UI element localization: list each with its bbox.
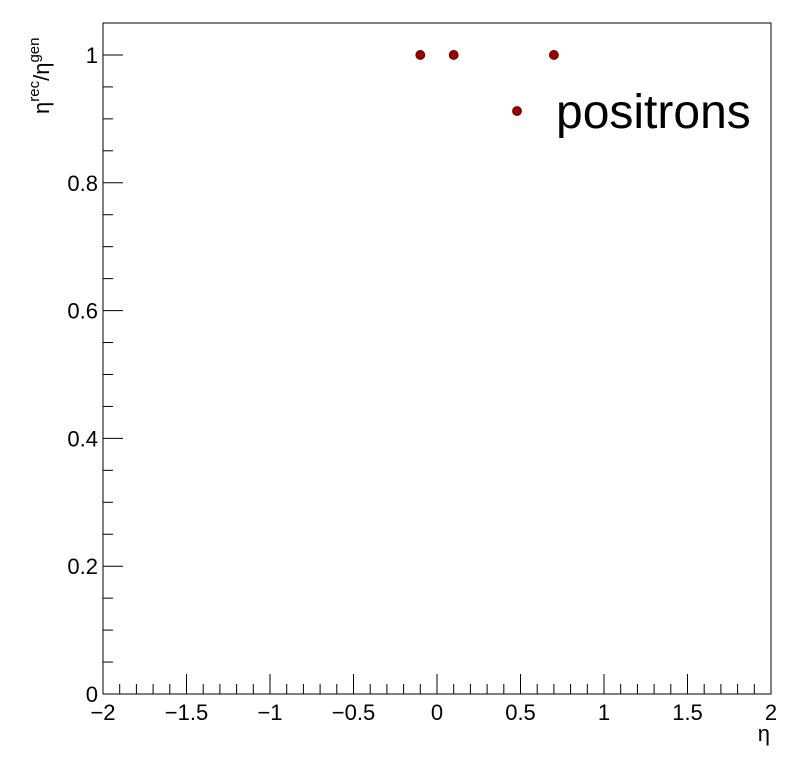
x-minor-ticks bbox=[119, 684, 755, 694]
x-tick-label: 0.5 bbox=[505, 700, 536, 725]
x-axis-title: η bbox=[758, 721, 770, 746]
x-tick-label: −0.5 bbox=[332, 700, 375, 725]
y-tick-label: 0.8 bbox=[67, 171, 98, 196]
legend: positrons bbox=[512, 86, 751, 139]
x-tick-labels: −2 −1.5 −1 −0.5 0 0.5 1 1.5 2 bbox=[90, 700, 777, 725]
legend-label: positrons bbox=[556, 86, 751, 139]
y-tick-label: 0.2 bbox=[67, 554, 98, 579]
y-tick-label: 0 bbox=[86, 682, 98, 707]
y-major-ticks bbox=[103, 54, 123, 695]
x-tick-label: −1 bbox=[257, 700, 282, 725]
data-point bbox=[415, 50, 426, 60]
x-tick-label: −1.5 bbox=[165, 700, 208, 725]
x-tick-label: 1.5 bbox=[672, 700, 703, 725]
y-tick-label: 0.6 bbox=[67, 299, 98, 324]
y-tick-label: 0.4 bbox=[67, 426, 98, 451]
data-points bbox=[415, 50, 559, 60]
x-major-ticks bbox=[102, 674, 772, 694]
data-point bbox=[549, 50, 559, 60]
legend-marker bbox=[512, 106, 522, 116]
data-point bbox=[448, 50, 459, 60]
y-tick-label: 1 bbox=[86, 43, 98, 68]
y-tick-labels: 0 0.2 0.4 0.6 0.8 1 bbox=[67, 43, 98, 707]
y-axis-title: ηrec/ηgen bbox=[26, 38, 54, 115]
y-minor-ticks bbox=[103, 22, 113, 663]
x-tick-label: 0 bbox=[431, 700, 443, 725]
x-tick-label: 2 bbox=[765, 700, 777, 725]
x-tick-label: −2 bbox=[90, 700, 115, 725]
x-tick-label: 1 bbox=[598, 700, 610, 725]
